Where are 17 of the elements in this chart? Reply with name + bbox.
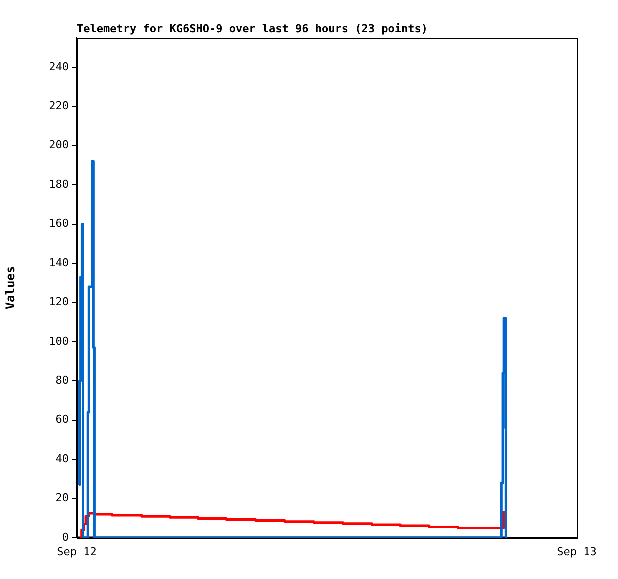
x-tick-label: Sep 12 <box>57 545 97 558</box>
y-axis-title: Values <box>3 266 18 310</box>
y-tick-label: 0 <box>62 530 69 544</box>
y-tick-label: 100 <box>49 334 69 348</box>
y-tick-label: 20 <box>56 492 69 505</box>
x-tick-label: Sep 13 <box>557 545 597 558</box>
y-tick-label: 220 <box>49 99 69 112</box>
y-tick-label: 80 <box>56 374 69 387</box>
y-tick-label: 40 <box>56 452 69 466</box>
y-tick-label: 120 <box>49 296 69 309</box>
y-tick-label: 200 <box>49 138 69 152</box>
y-tick-label: 180 <box>49 178 69 191</box>
y-tick-label: 160 <box>49 217 69 230</box>
y-tick-label: 60 <box>56 413 69 426</box>
y-tick-label: 140 <box>49 256 69 270</box>
y-tick-label: 240 <box>49 60 69 74</box>
chart-title: Telemetry for KG6SHO-9 over last 96 hours (23 points) <box>77 22 428 36</box>
